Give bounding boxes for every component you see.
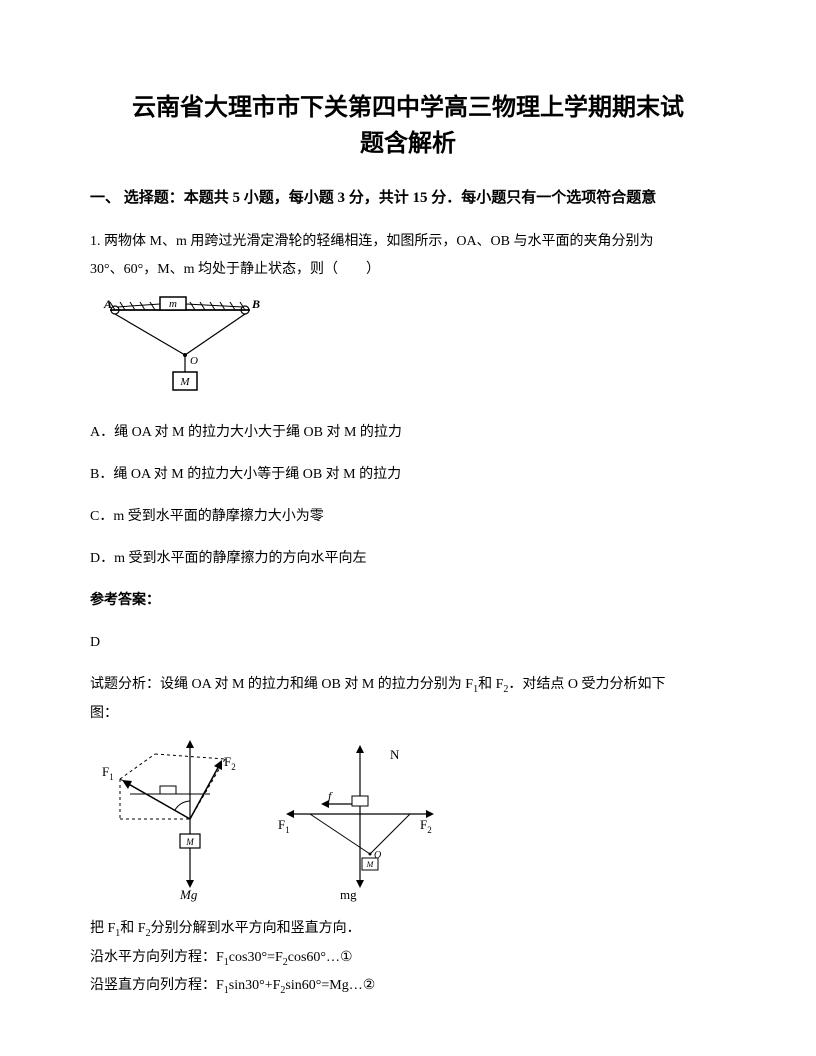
- section-header: 一、 选择题：本题共 5 小题，每小题 3 分，共计 15 分．每小题只有一个选…: [90, 186, 726, 210]
- page: 云南省大理市市下关第四中学高三物理上学期期末试 题含解析 一、 选择题：本题共 …: [0, 0, 816, 1056]
- q1-stem-line1: 1. 两物体 M、m 用跨过光滑定滑轮的轻绳相连，如图所示，OA、OB 与水平面…: [90, 228, 726, 256]
- fig2-f2-label: F2: [224, 754, 236, 772]
- fig2-mg2-label: mg: [340, 887, 357, 902]
- fig2-n-label: N: [390, 747, 400, 762]
- fig1-label-a: A: [103, 297, 112, 311]
- analysis-line-3: 沿水平方向列方程：F1cos30°=F2cos60°…①: [90, 944, 726, 973]
- fig2-f-label: f: [328, 789, 333, 803]
- analysis-line-1b: 图：: [90, 700, 726, 728]
- q1-option-c: C．m 受到水平面的静摩擦力大小为零: [90, 503, 726, 531]
- fig2-right-f2: F2: [420, 817, 432, 835]
- figure-2: F1 F2 Mg M N: [90, 734, 726, 909]
- answer-header: 参考答案：: [90, 587, 726, 615]
- analysis-line-2: 把 F1和 F2分别分解到水平方向和竖直方向．: [90, 915, 726, 944]
- figure-1: m M A B O: [90, 290, 726, 405]
- figure-2-svg: F1 F2 Mg M N: [90, 734, 450, 904]
- figure-1-svg: m M A B O: [90, 290, 270, 400]
- answer-letter: D: [90, 629, 726, 657]
- svg-text:M: M: [366, 860, 375, 869]
- fig2-f1-label: F1: [102, 764, 114, 782]
- title-line-1: 云南省大理市市下关第四中学高三物理上学期期末试: [132, 95, 684, 121]
- analysis-line-1: 试题分析：设绳 OA 对 M 的拉力和绳 OB 对 M 的拉力分别为 F1和 F…: [90, 671, 726, 700]
- q1-option-a: A．绳 OA 对 M 的拉力大小大于绳 OB 对 M 的拉力: [90, 419, 726, 447]
- q1-option-d: D．m 受到水平面的静摩擦力的方向水平向左: [90, 545, 726, 573]
- fig1-label-bigm: M: [179, 376, 190, 388]
- svg-text:M: M: [185, 837, 194, 847]
- q1-stem-line2: 30°、60°，M、m 均处于静止状态，则（ ）: [90, 256, 726, 284]
- analysis-line-4: 沿竖直方向列方程：F1sin30°+F2sin60°=Mg…②: [90, 972, 726, 1001]
- q1-option-b: B．绳 OA 对 M 的拉力大小等于绳 OB 对 M 的拉力: [90, 461, 726, 489]
- fig1-label-b: B: [251, 297, 260, 311]
- title-line-2: 题含解析: [360, 131, 456, 157]
- document-title: 云南省大理市市下关第四中学高三物理上学期期末试 题含解析: [90, 90, 726, 162]
- fig2-mg-label: Mg: [179, 887, 198, 902]
- fig1-label-o: O: [190, 355, 198, 367]
- fig2-right-f1: F1: [278, 817, 290, 835]
- fig1-label-m: m: [169, 298, 177, 310]
